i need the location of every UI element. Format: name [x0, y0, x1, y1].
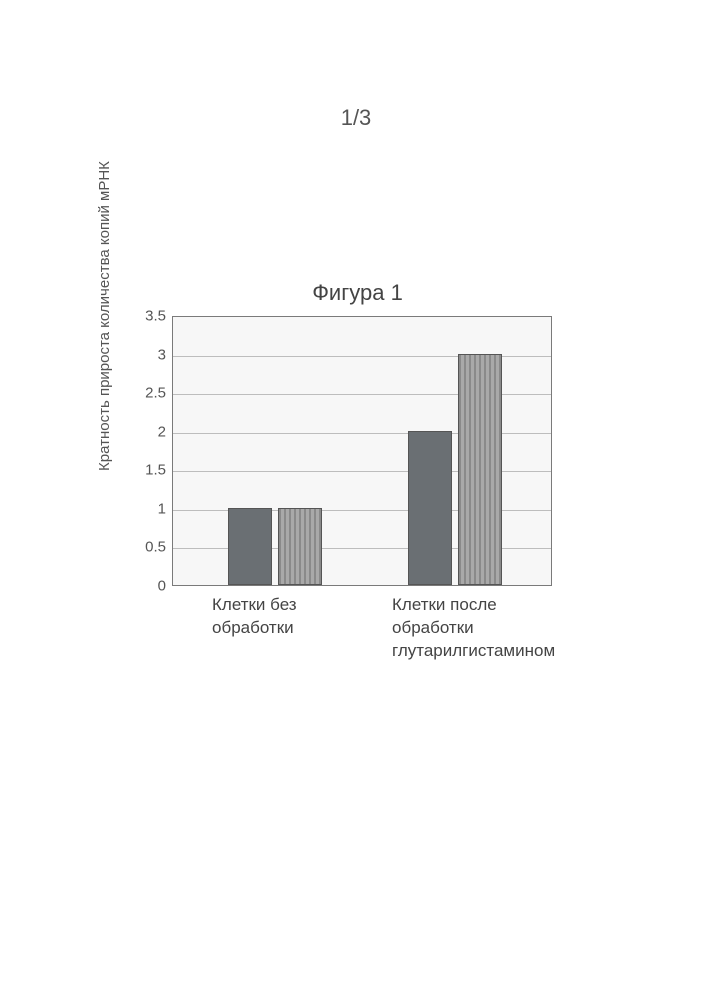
chart-area: Кратность прироста количества копий мРНК… [130, 316, 585, 666]
page-number: 1/3 [0, 105, 712, 131]
chart-container: Фигура 1 Кратность прироста количества к… [130, 280, 585, 666]
y-tick-label: 0 [130, 578, 166, 595]
x-category-label: Клетки послеобработкиглутарилгистамином [392, 594, 567, 663]
y-tick-label: 1 [130, 500, 166, 517]
y-tick-label: 3.5 [130, 308, 166, 325]
chart-title: Фигура 1 [130, 280, 585, 306]
y-tick-label: 1.5 [130, 462, 166, 479]
y-tick-label: 2 [130, 423, 166, 440]
y-tick-label: 2.5 [130, 385, 166, 402]
y-tick-label: 0.5 [130, 539, 166, 556]
chart-plot-area [172, 316, 552, 586]
y-tick-label: 3 [130, 346, 166, 363]
bar-group [228, 508, 322, 585]
page: 1/3 Фигура 1 Кратность прироста количест… [0, 0, 712, 1000]
bar [458, 354, 502, 585]
bar [408, 431, 452, 585]
y-axis-label: Кратность прироста количества копий мРНК [96, 161, 113, 471]
x-category-label: Клетки безобработки [212, 594, 387, 640]
bar-group [408, 354, 502, 585]
bar [228, 508, 272, 585]
bar [278, 508, 322, 585]
